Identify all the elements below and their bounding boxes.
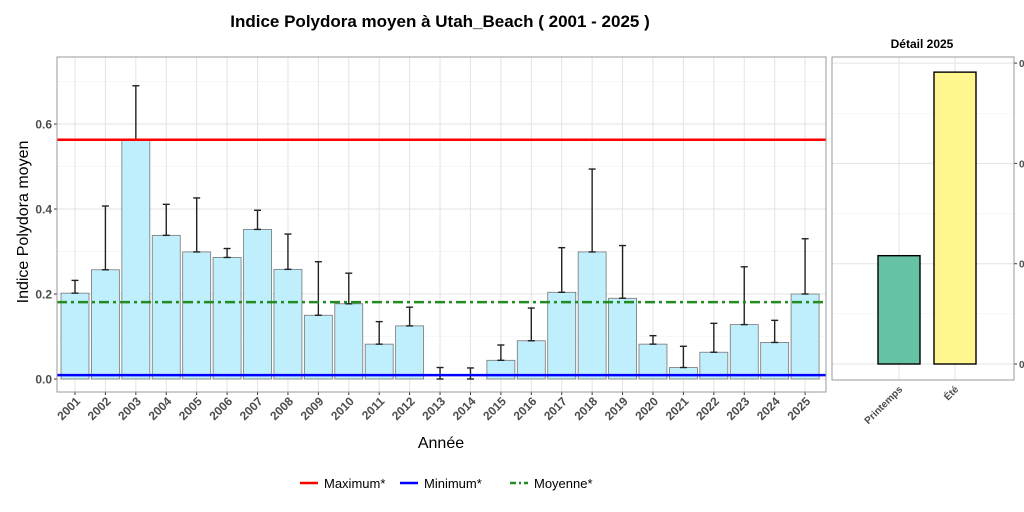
x-tick-label: Printemps: [863, 384, 906, 427]
bar-2010: [334, 303, 364, 380]
x-tick-label: 2023: [724, 394, 753, 423]
x-tick-label: 2004: [146, 394, 175, 423]
bar-été: [933, 71, 977, 365]
legend-label: Minimum*: [424, 476, 482, 491]
x-tick-label: 2024: [754, 394, 783, 423]
bar-2002: [91, 269, 120, 380]
x-tick-label: 2021: [663, 394, 692, 423]
y-tick-label: 0.0: [35, 373, 52, 387]
x-tick-label: 2019: [602, 394, 631, 423]
bar-2023: [729, 324, 759, 380]
bar-2003: [121, 139, 151, 380]
x-tick-label: 2005: [176, 394, 205, 423]
x-tick-label: 2001: [54, 394, 83, 423]
x-tick-label: 2016: [511, 394, 540, 423]
x-tick-label: 2015: [480, 394, 509, 423]
plot-background: [832, 57, 1014, 380]
y-tick-label: 0.3: [1019, 59, 1024, 70]
y-tick-label: 0.2: [35, 288, 52, 302]
x-tick-label: 2002: [85, 394, 114, 423]
x-axis-label: Année: [418, 435, 464, 452]
x-tick-label: Été: [941, 383, 962, 404]
y-tick-label: 0.4: [35, 203, 52, 217]
y-tick-label: 0.6: [35, 118, 52, 132]
x-tick-label: 2025: [784, 394, 813, 423]
bar-2004: [151, 234, 181, 380]
legend: Maximum* Minimum* Moyenne*: [300, 476, 593, 491]
x-tick-label: 2012: [389, 394, 418, 423]
x-tick-label: 2003: [115, 394, 144, 423]
plot-border: [56, 56, 827, 393]
bar-2019: [608, 297, 637, 380]
x-tick-label: 2009: [298, 394, 327, 423]
x-tick-label: 2006: [206, 394, 235, 423]
detail-plot-panel: 0.0 0.1 0.2 0.3 Printemps Été: [831, 56, 1024, 427]
x-tick-label: 2020: [632, 394, 661, 423]
plot-border: [831, 56, 1015, 381]
bar-printemps: [877, 254, 921, 365]
bar-2018: [577, 251, 607, 380]
bar-2006: [212, 257, 242, 380]
detail-chart-title: Détail 2025: [891, 37, 954, 51]
x-tick-label: 2008: [267, 394, 296, 423]
y-tick-label: 0.1: [1019, 260, 1024, 271]
x-tick-label: 2007: [237, 394, 266, 423]
bar-2016: [516, 340, 546, 380]
y-axis-label: Indice Polydora moyen: [15, 141, 32, 304]
y-tick-label: 0.2: [1019, 159, 1024, 170]
bar-2021: [669, 367, 698, 380]
y-tick-label: 0.0: [1019, 360, 1024, 371]
bar-2017: [547, 291, 577, 380]
bar-2005: [182, 251, 212, 380]
bar-2007: [243, 228, 272, 380]
legend-label: Moyenne*: [534, 476, 593, 491]
bar-2008: [273, 268, 303, 380]
bar-2011: [364, 343, 394, 380]
x-tick-label: 2010: [328, 394, 357, 423]
bar-2024: [760, 342, 790, 380]
x-tick-label: 2017: [541, 394, 570, 423]
main-plot-panel: 0.0 0.2 0.4 0.6 2001 2002 2003 2004 2005 2006 2007…: [35, 56, 827, 423]
legend-label: Maximum*: [324, 476, 385, 491]
bar-2012: [395, 325, 425, 380]
x-tick-label: 2018: [571, 394, 600, 423]
x-tick-label: 2013: [419, 394, 448, 423]
bar-2020: [638, 343, 668, 380]
main-chart-title: Indice Polydora moyen à Utah_Beach ( 200…: [230, 12, 650, 31]
bar-2009: [303, 314, 333, 380]
bar-2001: [60, 292, 90, 380]
bar-2025: [790, 293, 820, 380]
x-tick-label: 2022: [693, 394, 722, 423]
x-tick-label: 2011: [359, 394, 388, 423]
x-tick-label: 2014: [450, 394, 479, 423]
